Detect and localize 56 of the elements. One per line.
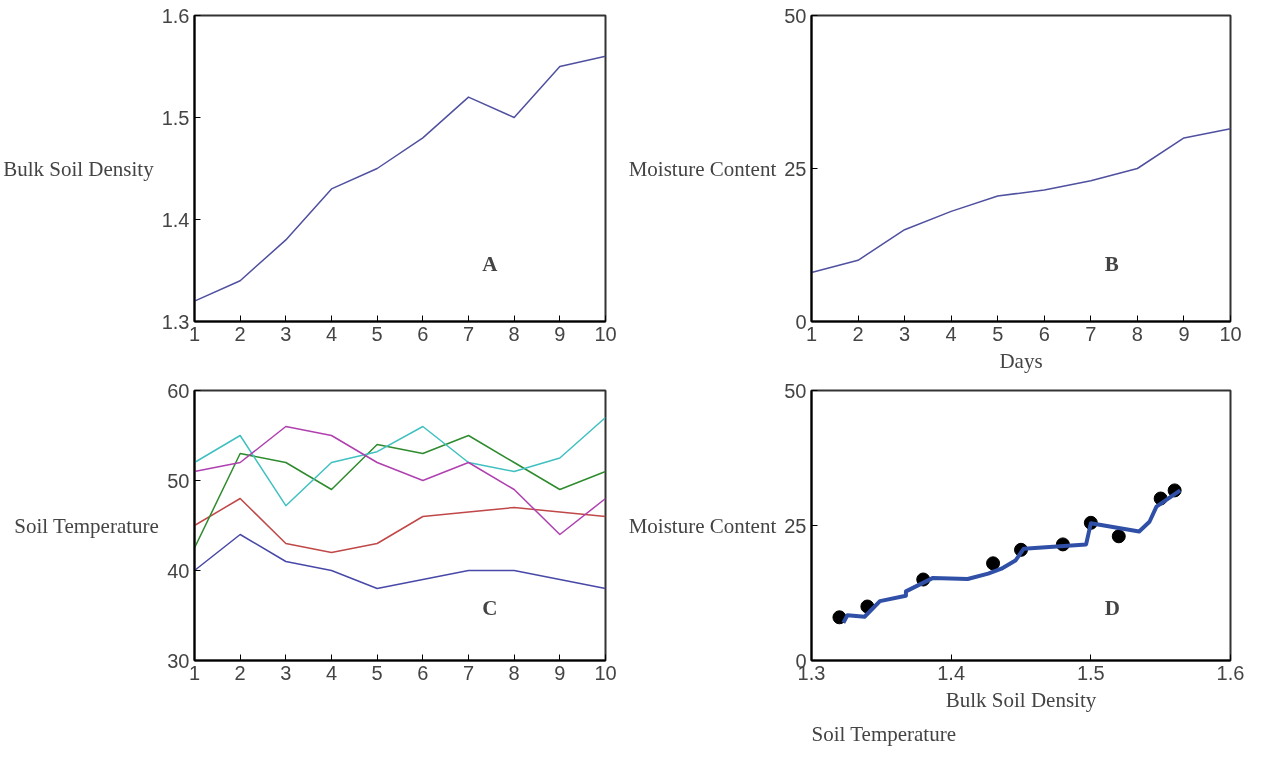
x-tick-label: 1 [188,661,201,684]
x-tick-label: 1 [188,322,201,345]
x-tick-label: 4 [325,661,338,684]
text: Soil Temperature [811,721,957,746]
y-tick-label: 25 [784,157,807,180]
x-tick-label: 10 [594,661,617,684]
x-tick-label: 7 [1085,322,1097,345]
x-tick-label: 3 [280,661,292,684]
y-tick-label: 50 [784,4,807,27]
x-tick-label: 5 [992,322,1004,345]
x-tick-label: 10 [594,322,617,345]
x-tick-label: 5 [371,322,383,345]
x-tick-label: 4 [945,322,957,345]
y-tick-label: 1.5 [161,106,190,129]
y-tick-label: 0 [795,310,807,333]
x-tick-label: 9 [1178,322,1190,345]
y-axis-title: Soil Temperature [14,513,159,538]
x-axis-title: Days [999,348,1043,373]
x-tick-label: 6 [1038,322,1050,345]
x-tick-label: 6 [417,661,429,684]
y-tick-label: 60 [167,379,190,402]
y-axis-title: Moisture Content [628,513,777,538]
x-tick-label: 3 [899,322,911,345]
x-tick-label: 9 [554,322,566,345]
x-tick-label: 1.5 [1076,661,1105,684]
text: D [1104,596,1120,620]
x-tick-label: 2 [234,661,246,684]
x-tick-label: 4 [325,322,338,345]
y-axis-title: Bulk Soil Density [3,156,155,181]
x-tick-label: 1 [805,322,818,345]
x-tick-label: 3 [280,322,292,345]
y-tick-label: 50 [167,469,190,492]
y-tick-label: 50 [784,379,807,402]
x-tick-label: 2 [234,322,246,345]
x-tick-label: 8 [508,661,520,684]
y-tick-label: 1.4 [161,208,190,231]
x-tick-label: 7 [462,661,475,684]
y-axis-title: Moisture Content [628,156,777,181]
x-tick-label: 9 [554,661,566,684]
text: B [1104,251,1119,276]
x-tick-label: 7 [462,322,475,345]
x-tick-label: 2 [852,322,864,345]
x-tick-label: 5 [371,661,383,684]
x-tick-label: 1.6 [1216,661,1245,684]
y-tick-label: 40 [167,559,190,582]
x-tick-label: 1.4 [937,661,966,684]
x-tick-label: 8 [1131,322,1143,345]
y-tick-label: 30 [167,649,190,672]
text: A [482,251,499,276]
x-tick-label: 10 [1219,322,1242,345]
y-tick-label: 1.6 [161,4,190,27]
x-tick-label: 8 [508,322,520,345]
text: C [482,596,498,620]
y-tick-label: 25 [784,514,807,537]
x-tick-label: 6 [417,322,429,345]
x-axis-title: Bulk Soil Density [945,687,1097,712]
